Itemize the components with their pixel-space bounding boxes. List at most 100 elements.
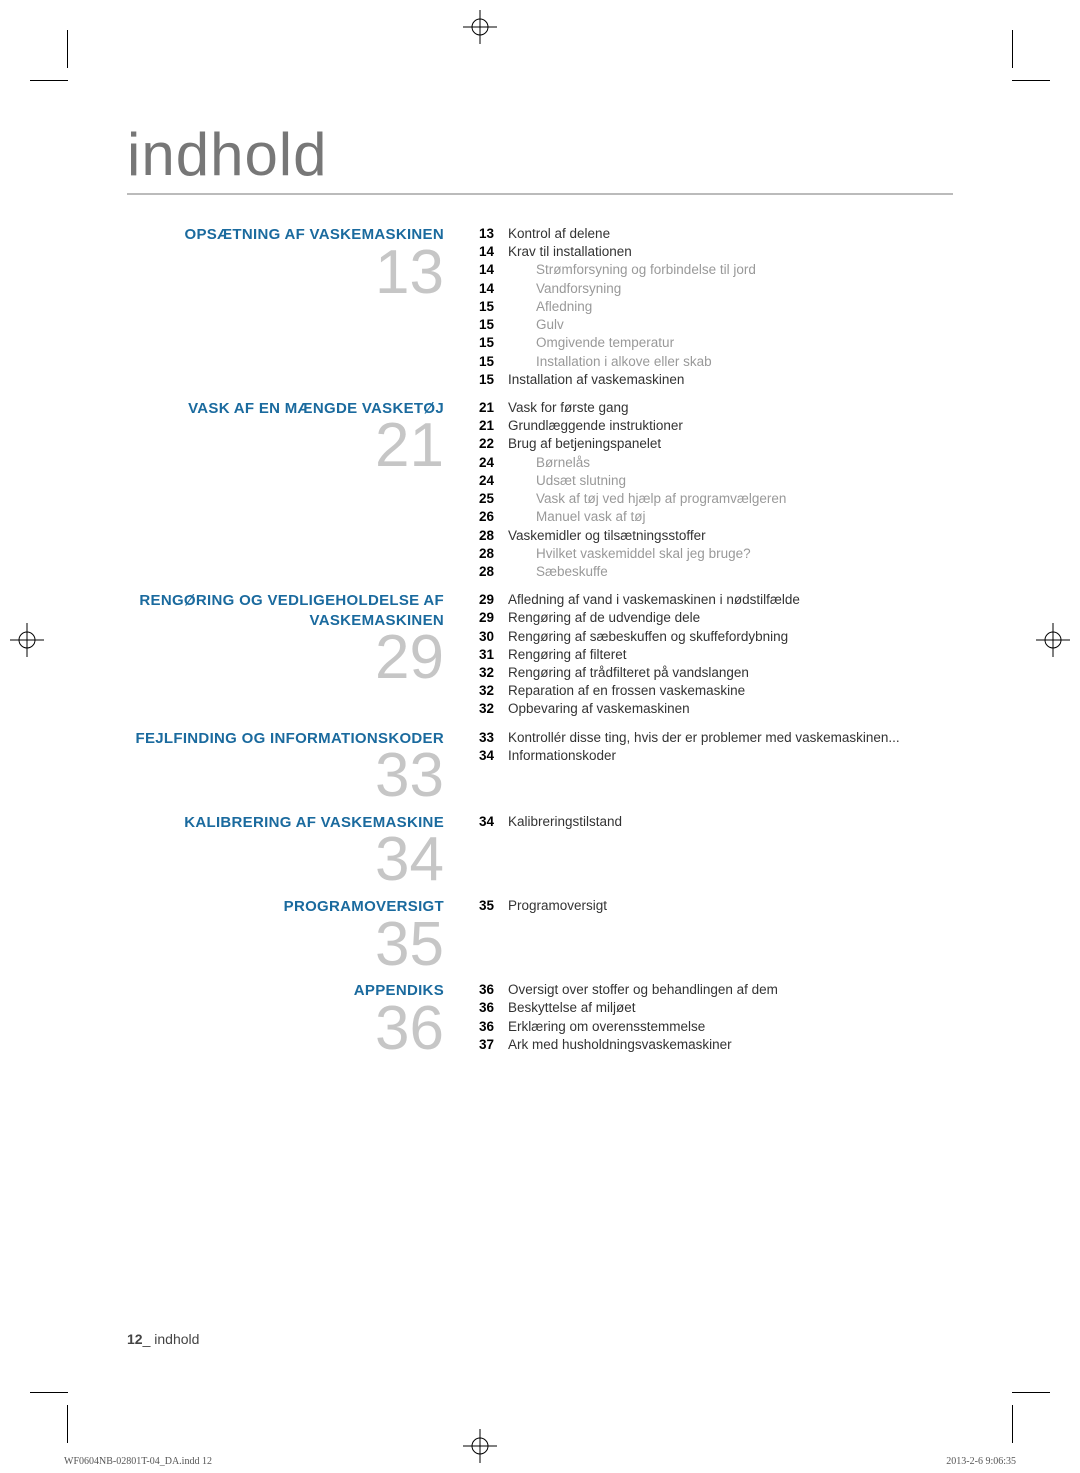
- crop-mark: [1012, 80, 1050, 81]
- toc-entry-page: 24: [472, 454, 494, 472]
- toc-section-entries: 35 Programoversigt: [472, 897, 953, 915]
- toc-entry-text: Programoversigt: [508, 897, 953, 915]
- crop-mark: [30, 1392, 68, 1393]
- toc-section-entries: 21 Vask for første gang 21 Grundlæggende in…: [472, 399, 953, 581]
- toc-entry: 28Sæbeskuffe: [472, 563, 953, 581]
- toc-entry-page: 32: [472, 682, 494, 700]
- toc-section-number: 35: [127, 919, 444, 972]
- crop-mark: [1012, 1392, 1050, 1393]
- toc-entry: 13Kontrol af delene: [472, 225, 953, 243]
- meta-timestamp: 2013-2-6 9:06:35: [946, 1456, 1016, 1467]
- toc-entry-text: Brug af betjeningspanelet: [508, 435, 953, 453]
- toc-entry-text: Reparation af en frossen vaskemaskine: [508, 682, 953, 700]
- toc-section-left: VASK AF EN MÆNGDE VASKETØJ21: [127, 399, 472, 473]
- toc-entry: 35 Programoversigt: [472, 897, 953, 915]
- toc-entry: 25Vask af tøj ved hjælp af programvælger…: [472, 490, 953, 508]
- toc-section: VASK AF EN MÆNGDE VASKETØJ2121 Vask for f…: [127, 399, 953, 581]
- toc-section-entries: 13Kontrol af delene14Krav til installati…: [472, 225, 953, 389]
- footer-page-number: 12: [127, 1331, 143, 1347]
- registration-mark-icon: [463, 10, 497, 44]
- toc-entry-page: 29: [472, 591, 494, 609]
- toc-section-entries: 33Kontrollér disse ting, hvis der er pro…: [472, 729, 953, 765]
- toc-entry-page: 21: [472, 399, 494, 417]
- toc-entry-page: 32: [472, 700, 494, 718]
- toc-section-entries: 36 Oversigt over stoffer og behandlingen …: [472, 981, 953, 1054]
- toc-entry-page: 34: [472, 813, 494, 831]
- toc-entry-text: Kalibreringstilstand: [508, 813, 953, 831]
- toc-entry-page: 34: [472, 747, 494, 765]
- toc-entry-text: Opbevaring af vaskemaskinen: [508, 700, 953, 718]
- toc-entry-page: 15: [472, 316, 494, 334]
- toc-entry: 21 Grundlæggende instruktioner: [472, 417, 953, 435]
- toc-entry-text: Beskyttelse af miljøet: [508, 999, 953, 1017]
- registration-mark-icon: [10, 623, 44, 657]
- toc-entry-text: Afledning: [508, 298, 953, 316]
- toc-section-left: FEJLFINDING OG INFORMATIONSKODER33: [127, 729, 472, 803]
- toc-section-left: APPENDIKS36: [127, 981, 472, 1055]
- toc-entry: 22Brug af betjeningspanelet: [472, 435, 953, 453]
- toc-entry: 26 Manuel vask af tøj: [472, 508, 953, 526]
- toc-section-number: 34: [127, 834, 444, 887]
- toc-entry: 31Rengøring af filteret: [472, 646, 953, 664]
- toc-entry-text: Omgivende temperatur: [508, 334, 953, 352]
- toc-section-left: RENGØRING OG VEDLIGEHOLDELSE AF VASKEMAS…: [127, 591, 472, 685]
- toc-entry: 21 Vask for første gang: [472, 399, 953, 417]
- toc-entry-text: Hvilket vaskemiddel skal jeg bruge?: [508, 545, 953, 563]
- toc-entry-text: Erklæring om overensstemmelse: [508, 1018, 953, 1036]
- toc-entry: 24Udsæt slutning: [472, 472, 953, 490]
- toc-entry-text: Informationskoder: [508, 747, 953, 765]
- toc-entry-text: Rengøring af filteret: [508, 646, 953, 664]
- toc-entry-text: Vaskemidler og tilsætningsstoffer: [508, 527, 953, 545]
- toc-entry-text: Børnelås: [508, 454, 953, 472]
- toc-entry-page: 13: [472, 225, 494, 243]
- toc-entry-page: 26: [472, 508, 494, 526]
- toc-entry-page: 15: [472, 334, 494, 352]
- toc-entry-page: 33: [472, 729, 494, 747]
- toc-section: APPENDIKS3636 Oversigt over stoffer og be…: [127, 981, 953, 1055]
- toc-entry: 36 Oversigt over stoffer og behandlingen …: [472, 981, 953, 999]
- toc-entry: 32 Opbevaring af vaskemaskinen: [472, 700, 953, 718]
- toc-entry-page: 15: [472, 298, 494, 316]
- toc-entry: 28Hvilket vaskemiddel skal jeg bruge?: [472, 545, 953, 563]
- toc-entry: 32Rengøring af trådfilteret på vandslang…: [472, 664, 953, 682]
- toc-entry-text: Vandforsyning: [508, 280, 953, 298]
- toc-section-left: KALIBRERING AF VASKEMASKINE34: [127, 813, 472, 887]
- toc-entry-page: 30: [472, 628, 494, 646]
- toc-entry-page: 15: [472, 353, 494, 371]
- footer-separator: _: [143, 1331, 155, 1347]
- toc-entry-text: Vask for første gang: [508, 399, 953, 417]
- page-footer: 12_ indhold: [127, 1331, 199, 1347]
- toc-entry-page: 28: [472, 563, 494, 581]
- toc-entry: 32 Reparation af en frossen vaskemaskine: [472, 682, 953, 700]
- toc-entry: 34 Kalibreringstilstand: [472, 813, 953, 831]
- toc-entry: 15Installation af vaskemaskinen: [472, 371, 953, 389]
- toc-section-number: 29: [127, 632, 444, 685]
- toc-entry-text: Installation i alkove eller skab: [508, 353, 953, 371]
- toc-entry-page: 25: [472, 490, 494, 508]
- page-title: indhold: [127, 120, 953, 195]
- toc-entry-text: Manuel vask af tøj: [508, 508, 953, 526]
- toc-section-number: 36: [127, 1003, 444, 1056]
- toc-entry-page: 29: [472, 609, 494, 627]
- toc-entry-page: 35: [472, 897, 494, 915]
- toc-entry-text: Oversigt over stoffer og behandlingen af…: [508, 981, 953, 999]
- toc-entry: 36Erklæring om overensstemmelse: [472, 1018, 953, 1036]
- toc-entry-page: 36: [472, 981, 494, 999]
- toc-entry: 37Ark med husholdningsvaskemaskiner: [472, 1036, 953, 1054]
- footer-label: indhold: [154, 1331, 199, 1347]
- toc-entry-page: 36: [472, 999, 494, 1017]
- print-metadata: WF0604NB-02801T-04_DA.indd 12 2013-2-6 9…: [64, 1456, 1016, 1467]
- toc-entry: 33Kontrollér disse ting, hvis der er pro…: [472, 729, 953, 747]
- toc-entry: 29Afledning af vand i vaskemaskinen i nø…: [472, 591, 953, 609]
- toc-section: FEJLFINDING OG INFORMATIONSKODER3333Kont…: [127, 729, 953, 803]
- toc-entry-text: Grundlæggende instruktioner: [508, 417, 953, 435]
- toc-section-number: 13: [127, 247, 444, 300]
- toc-section-left: OPSÆTNING AF VASKEMASKINEN13: [127, 225, 472, 299]
- registration-mark-icon: [1036, 623, 1070, 657]
- crop-mark: [67, 30, 68, 68]
- toc-entry-text: Gulv: [508, 316, 953, 334]
- toc-entry-text: Strømforsyning og forbindelse til jord: [508, 261, 953, 279]
- crop-mark: [67, 1405, 68, 1443]
- toc-section-entries: 29Afledning af vand i vaskemaskinen i nø…: [472, 591, 953, 719]
- toc-entry-page: 21: [472, 417, 494, 435]
